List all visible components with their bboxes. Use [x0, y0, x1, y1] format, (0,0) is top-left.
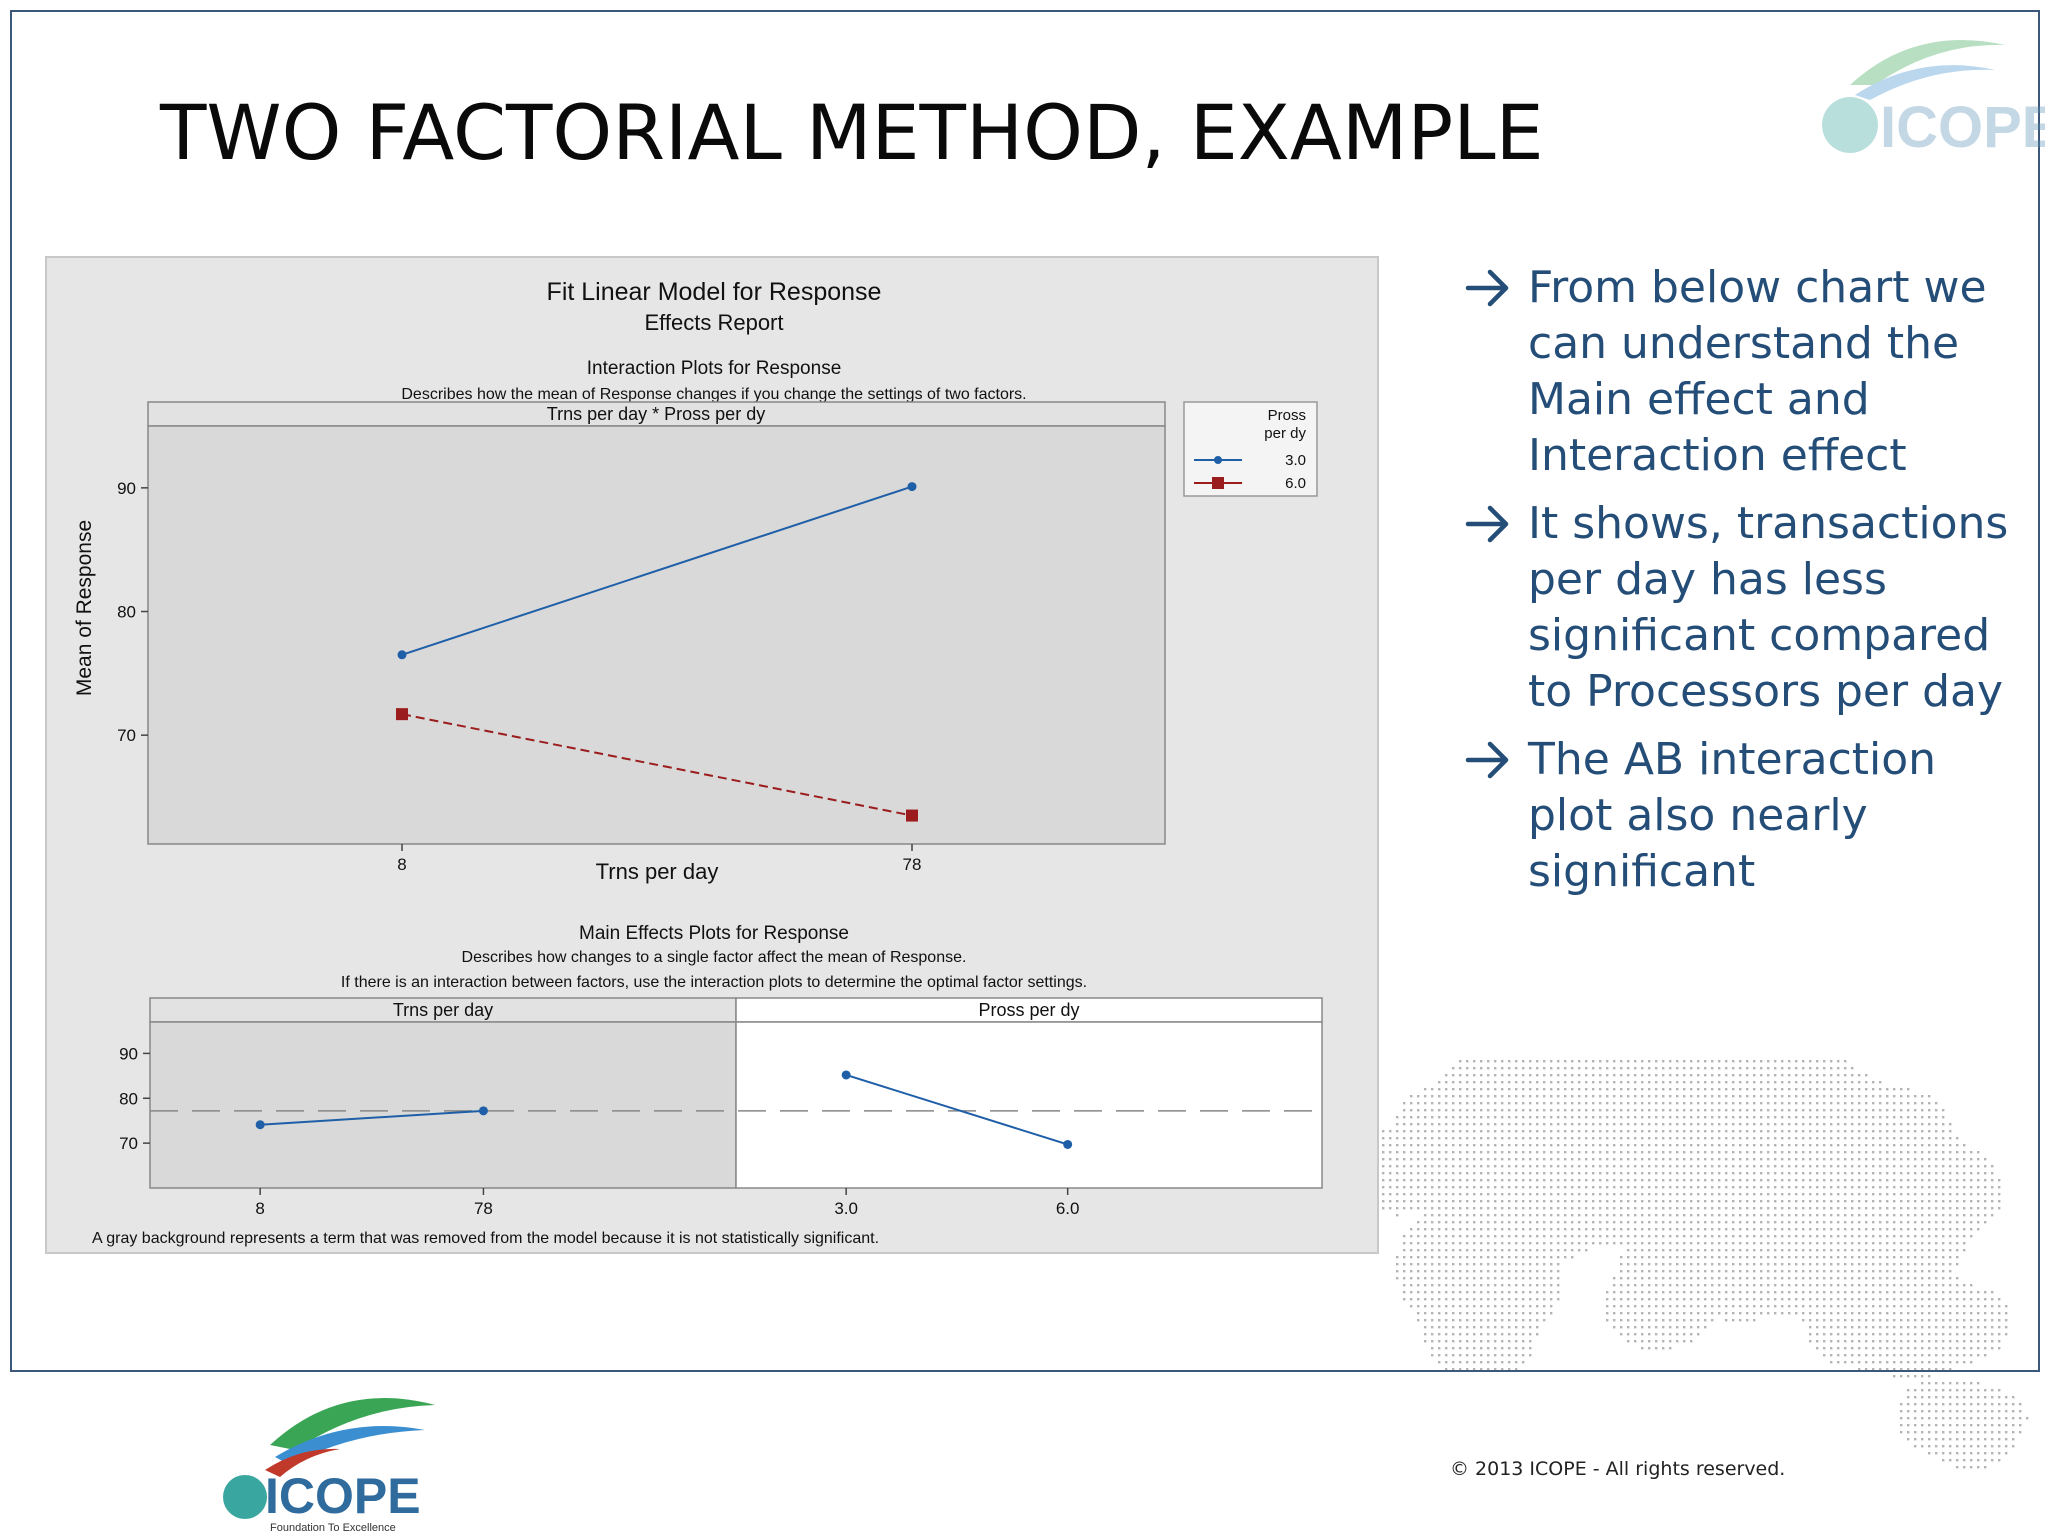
bullet-text: From below chart we can understand the M… — [1528, 262, 1987, 481]
main-effects-panel-header — [735, 997, 1323, 1023]
y-tick-label: 70 — [119, 1134, 138, 1153]
bullet-item: From below chart we can understand the M… — [1460, 260, 2030, 484]
main-effect-point — [841, 1070, 851, 1080]
data-point-3.0 — [397, 650, 407, 660]
interaction-y-axis-label: Mean of Response — [73, 520, 96, 696]
main-effects-footnote: A gray background represents a term that… — [92, 1230, 879, 1247]
x-tick-label: 8 — [397, 855, 406, 874]
y-tick-label: 90 — [117, 479, 136, 498]
x-tick-label: 78 — [903, 855, 922, 874]
interaction-plot-area — [147, 425, 1166, 845]
x-tick-label: 8 — [255, 1199, 264, 1218]
series-line-3.0 — [401, 485, 913, 656]
legend-box — [1183, 401, 1318, 497]
watermark-logo-text: ICOPE — [1880, 95, 2045, 160]
interaction-plot-description: Describes how the mean of Response chang… — [401, 386, 1026, 403]
main-effects-plot-area — [149, 1021, 737, 1189]
arrow-right-icon — [1465, 741, 1509, 779]
x-tick-label: 6.0 — [1056, 1199, 1080, 1218]
chart-svg: Fit Linear Model for Response Effects Re… — [73, 278, 1323, 1247]
x-tick-label: 78 — [474, 1199, 493, 1218]
bullet-item: It shows, transactions per day has less … — [1460, 496, 2030, 720]
main-effects-description-2: If there is an interaction between facto… — [341, 974, 1087, 991]
data-point-6.0 — [906, 809, 918, 822]
y-tick-label: 80 — [117, 603, 136, 622]
main-effect-line — [260, 1109, 484, 1126]
y-tick-label: 90 — [119, 1044, 138, 1063]
main-effect-line — [845, 1073, 1068, 1146]
y-tick-label: 70 — [117, 726, 136, 745]
main-effects-panel-label: Trns per day — [393, 1000, 493, 1020]
data-point-6.0 — [396, 708, 408, 721]
main-effects-panel-label: Pross per dy — [978, 1000, 1079, 1020]
main-effects-title: Main Effects Plots for Response — [579, 923, 849, 944]
arrow-right-icon — [1465, 505, 1509, 543]
bullet-text: The AB interaction plot also nearly sign… — [1528, 734, 1937, 897]
fit-linear-model-report: Fit Linear Model for Response Effects Re… — [45, 256, 1379, 1254]
icope-watermark-logo: ICOPE — [1822, 40, 2045, 160]
interaction-x-axis-label: Trns per day — [596, 859, 719, 884]
legend-label: 6.0 — [1285, 475, 1306, 492]
x-tick-label: 3.0 — [834, 1199, 858, 1218]
main-effects-plot-area — [735, 1021, 1323, 1189]
report-subtitle: Effects Report — [645, 310, 784, 335]
interaction-panel-label: Trns per day * Pross per dy — [547, 404, 765, 424]
slide-frame — [10, 10, 2040, 1372]
interaction-plot-title: Interaction Plots for Response — [587, 358, 842, 379]
main-effects-description-1: Describes how changes to a single factor… — [462, 949, 967, 966]
bullet-list: From below chart we can understand the M… — [1460, 260, 2030, 912]
legend-label: 3.0 — [1285, 452, 1306, 469]
main-effect-point — [1063, 1139, 1073, 1149]
icope-logo: ICOPE Foundation To Excellence — [223, 1398, 435, 1534]
legend-marker-3.0 — [1214, 456, 1222, 464]
bullet-item: The AB interaction plot also nearly sign… — [1460, 732, 2030, 900]
logo-text: ICOPE — [265, 1468, 421, 1524]
logo-tagline: Foundation To Excellence — [270, 1522, 396, 1534]
copyright-text: © 2013 ICOPE - All rights reserved. — [1450, 1458, 1786, 1480]
report-title: Fit Linear Model for Response — [547, 278, 882, 306]
main-effect-point — [478, 1106, 488, 1116]
legend-title-line1: Pross — [1268, 407, 1306, 424]
slide-title: TWO FACTORIAL METHOD, EXAMPLE — [160, 88, 1544, 177]
legend-title-line2: per dy — [1264, 425, 1306, 442]
arrow-right-icon — [1465, 269, 1509, 307]
bullet-text: It shows, transactions per day has less … — [1528, 498, 2009, 717]
legend-marker-6.0 — [1212, 477, 1224, 489]
y-tick-label: 80 — [119, 1089, 138, 1108]
main-effect-point — [255, 1120, 265, 1130]
series-line-6.0 — [401, 713, 913, 817]
data-point-3.0 — [907, 482, 917, 492]
